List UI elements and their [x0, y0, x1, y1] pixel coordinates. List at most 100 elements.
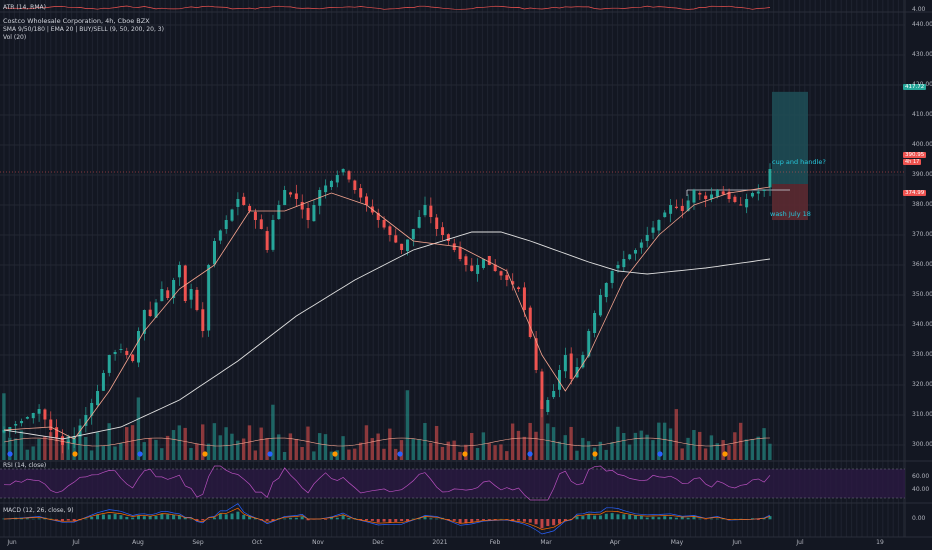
candle-body: [733, 196, 737, 202]
time-axis-tick: Nov: [312, 539, 324, 546]
candle-body: [411, 229, 415, 240]
macd-histogram-bar: [294, 517, 298, 520]
atr-indicator-label[interactable]: ATR (14, RMA): [3, 4, 46, 11]
candle-body: [242, 196, 246, 205]
candle-body: [101, 373, 105, 391]
volume-bar: [586, 441, 591, 460]
macd-histogram-bar: [329, 517, 333, 520]
candle-body: [458, 247, 462, 259]
candle-body: [312, 205, 316, 222]
candle-body: [710, 194, 714, 199]
macd-histogram-bar: [213, 517, 217, 520]
volume-bar: [551, 427, 556, 460]
macd-histogram-bar: [429, 518, 433, 520]
macd-histogram-bar: [224, 514, 228, 520]
volume-bar: [756, 436, 760, 460]
macd-histogram-bar: [464, 519, 468, 524]
macd-histogram-bar: [283, 518, 287, 520]
event-marker: [332, 451, 338, 457]
volume-bar: [247, 425, 252, 460]
macd-histogram-bar: [96, 514, 100, 520]
candle-body: [265, 231, 269, 250]
candle-body: [207, 265, 211, 331]
macd-histogram-bar: [435, 518, 439, 520]
macd-line: [3, 503, 771, 535]
event-marker: [592, 451, 598, 457]
macd-histogram-bar: [663, 516, 667, 520]
macd-histogram-bar: [546, 519, 550, 527]
candle-body: [610, 271, 614, 283]
macd-histogram-bar: [540, 519, 544, 529]
candle-body: [2, 430, 6, 433]
macd-histogram-bar: [423, 516, 427, 520]
candle-body: [72, 436, 76, 444]
price-axis-tick: 350.00: [912, 291, 932, 298]
candle-body: [435, 217, 439, 229]
candle-body: [745, 199, 749, 208]
macd-histogram-bar: [142, 516, 146, 520]
volume-bar: [212, 423, 217, 460]
macd-histogram-bar: [230, 513, 234, 520]
price-axis-tick: 330.00: [912, 351, 932, 358]
volume-bar: [136, 397, 141, 460]
volume-bar: [709, 435, 714, 460]
volume-bar: [253, 450, 258, 460]
volume-bar: [458, 451, 462, 460]
indicator-list[interactable]: SMA 9/50/180 | EMA 20 | BUY/SELL (9, 50,…: [3, 26, 164, 33]
macd-histogram-bar: [382, 519, 386, 522]
macd-label[interactable]: MACD (12, 26, close, 9): [3, 507, 74, 514]
price-axis-tick: 300.00: [912, 441, 932, 448]
macd-histogram-bar: [400, 519, 404, 522]
macd-histogram-bar: [604, 513, 608, 520]
price-axis-tick: 440.00: [912, 21, 932, 28]
volume-bar: [680, 448, 684, 460]
target-price-tag: 417.72: [903, 84, 927, 90]
volume-bar: [423, 423, 427, 460]
volume-label[interactable]: Vol (20): [3, 34, 27, 41]
candle-body: [715, 190, 719, 197]
macd-histogram-bar: [125, 516, 129, 520]
volume-bar: [84, 436, 88, 460]
macd-histogram-bar: [528, 519, 532, 523]
candle-body: [259, 219, 263, 229]
candle-body: [347, 171, 351, 180]
candle-body: [55, 427, 59, 438]
macd-histogram-bar: [639, 515, 643, 520]
volume-bar: [241, 438, 246, 460]
macd-histogram-bar: [376, 519, 380, 523]
candle-body: [31, 413, 35, 419]
price-axis-tick: 360.00: [912, 261, 932, 268]
rsi-label[interactable]: RSI (14, close): [3, 462, 47, 469]
candle-body: [505, 275, 509, 280]
candle-body: [598, 295, 602, 316]
rsi-line: [3, 465, 771, 501]
volume-bar: [265, 438, 269, 460]
candle-body: [464, 256, 468, 265]
symbol-title[interactable]: Costco Wholesale Corporation, 4h, Cboe B…: [3, 17, 150, 25]
macd-histogram-bar: [242, 515, 246, 520]
volume-bar: [616, 426, 620, 460]
candle-body: [552, 391, 556, 398]
current-price-countdown: 4h 17: [903, 159, 922, 165]
candle-body: [166, 290, 170, 298]
cup-handle-annotation[interactable]: cup and handle?: [772, 158, 826, 166]
candle-body: [727, 191, 731, 199]
event-marker: [397, 451, 403, 457]
candle-body: [487, 256, 491, 265]
wash-annotation[interactable]: wash July 18: [770, 210, 811, 218]
macd-histogram-bar: [131, 517, 135, 520]
volume-bar: [189, 447, 193, 460]
candle-body: [177, 265, 181, 278]
time-axis-tick: Jun: [732, 539, 742, 546]
macd-histogram-bar: [107, 514, 111, 520]
macd-histogram-bar: [25, 518, 29, 520]
candle-body: [294, 193, 298, 199]
macd-histogram-bar: [236, 511, 240, 520]
volume-bar: [236, 440, 240, 460]
macd-histogram-bar: [90, 516, 94, 520]
macd-histogram-bar: [581, 516, 585, 520]
volume-bar: [703, 448, 708, 460]
macd-histogram-bar: [119, 515, 123, 520]
volume-bar: [668, 428, 673, 460]
